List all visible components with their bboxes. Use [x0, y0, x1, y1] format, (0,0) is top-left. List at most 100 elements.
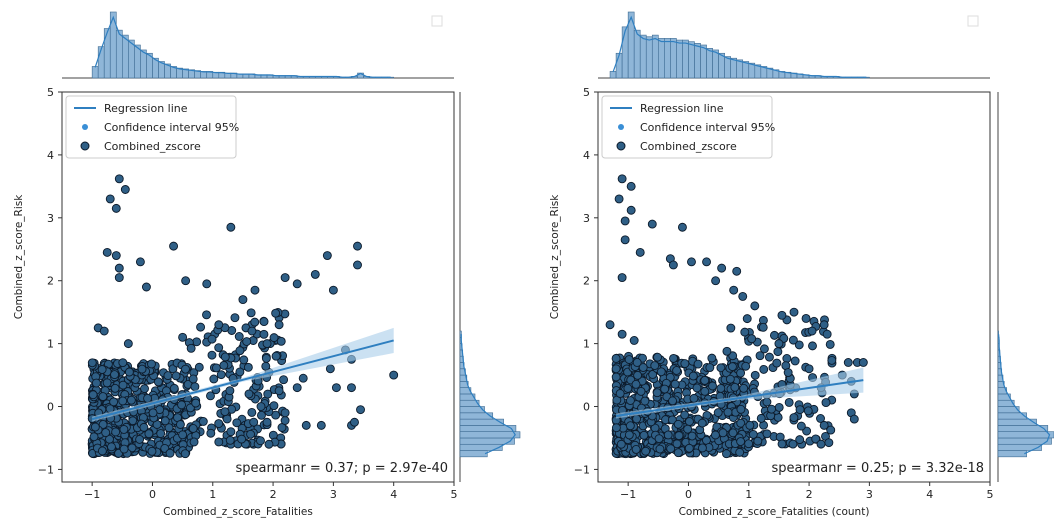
data-point [611, 364, 621, 374]
marginal-x-bar [700, 44, 707, 79]
data-point [745, 420, 755, 430]
data-point [611, 372, 621, 382]
x-tick-label: 5 [987, 488, 994, 501]
marginal-x-bar [670, 38, 677, 79]
data-point [114, 273, 124, 283]
data-point [124, 367, 134, 377]
data-point [190, 382, 200, 392]
x-tick-label: 4 [390, 488, 397, 501]
data-point [821, 398, 831, 408]
data-point [819, 420, 829, 430]
data-point [99, 326, 109, 336]
marginal-x-bar [742, 61, 750, 79]
data-point [615, 389, 625, 398]
data-point [611, 353, 621, 363]
x-tick-label: 1 [209, 488, 216, 501]
data-point [684, 443, 694, 453]
marginal-x-bar [115, 29, 123, 79]
data-point [316, 420, 326, 430]
data-point [262, 339, 272, 349]
marginal-y-bar [997, 431, 1054, 439]
data-point [674, 431, 684, 441]
data-point [101, 428, 111, 438]
data-point [114, 263, 124, 273]
marginal-x-histogram [62, 11, 454, 79]
data-point [750, 301, 760, 311]
x-tick-label: 3 [866, 488, 873, 501]
data-point [239, 355, 249, 365]
data-point [280, 273, 290, 283]
data-point [789, 307, 799, 317]
data-point [280, 408, 290, 418]
x-tick-label: 1 [745, 488, 752, 501]
marginal-x-bar [676, 39, 683, 79]
data-point [648, 370, 658, 379]
data-point [652, 388, 662, 398]
regression-line [91, 339, 394, 421]
data-point [728, 351, 738, 361]
data-point [119, 424, 129, 434]
x-tick-label: −1 [84, 488, 100, 501]
data-point [716, 363, 726, 373]
data-point [670, 379, 680, 389]
data-point [220, 352, 230, 362]
data-point [225, 435, 235, 445]
marginal-x-bar [724, 56, 731, 79]
marginal-x-bar [609, 71, 617, 79]
data-point [783, 368, 793, 377]
y-axis: −1 0 1 2 3 4 5 [38, 86, 62, 476]
data-point [692, 383, 702, 393]
marginal-x-bar [621, 26, 629, 79]
data-point [202, 279, 212, 289]
data-point [97, 365, 107, 374]
legend-label: Regression line [104, 102, 188, 115]
x-tick-label: 2 [270, 488, 277, 501]
data-point [250, 285, 260, 295]
data-point [625, 421, 635, 431]
x-tick-label: 5 [451, 488, 458, 501]
data-point [246, 429, 256, 439]
y-tick-label: 2 [47, 275, 54, 288]
data-point [206, 428, 216, 438]
data-point [147, 359, 156, 369]
legend-label: Regression line [640, 102, 724, 115]
data-point [660, 384, 670, 394]
data-point [180, 449, 190, 459]
data-point [718, 428, 728, 438]
marginal-x-bar [694, 43, 701, 79]
data-point [89, 432, 99, 442]
data-point [663, 430, 673, 440]
data-point [226, 222, 236, 232]
data-point [650, 361, 660, 370]
data-point [153, 377, 163, 387]
data-point [156, 429, 166, 439]
data-point [247, 326, 257, 336]
marginal-x-bar [639, 34, 647, 79]
data-point [322, 251, 332, 260]
marginal-x-kde [612, 15, 867, 78]
marginal-x-bar [688, 41, 695, 79]
data-point [736, 404, 746, 414]
data-point [796, 421, 806, 431]
data-point [226, 427, 236, 437]
y-tick-label: 3 [583, 212, 590, 225]
data-point [759, 364, 769, 374]
marginal-x-bar [91, 66, 99, 79]
data-point [647, 219, 657, 229]
data-point [794, 340, 804, 350]
data-point [762, 397, 772, 407]
x-axis: −1 0 1 2 3 4 5 [620, 482, 994, 501]
data-point [177, 400, 187, 410]
legend-point-swatch [80, 141, 90, 151]
data-point [292, 279, 302, 289]
data-point [219, 360, 229, 370]
marginal-y-kde [997, 334, 1051, 455]
y-tick-label: 4 [47, 149, 54, 162]
x-tick-label: 0 [149, 488, 156, 501]
data-point [707, 353, 717, 363]
data-point [235, 346, 245, 356]
marginal-x-bar [736, 59, 744, 79]
marginal-x-bar [664, 38, 671, 79]
legend-label: Confidence interval 95% [640, 121, 775, 134]
data-point [207, 350, 217, 360]
